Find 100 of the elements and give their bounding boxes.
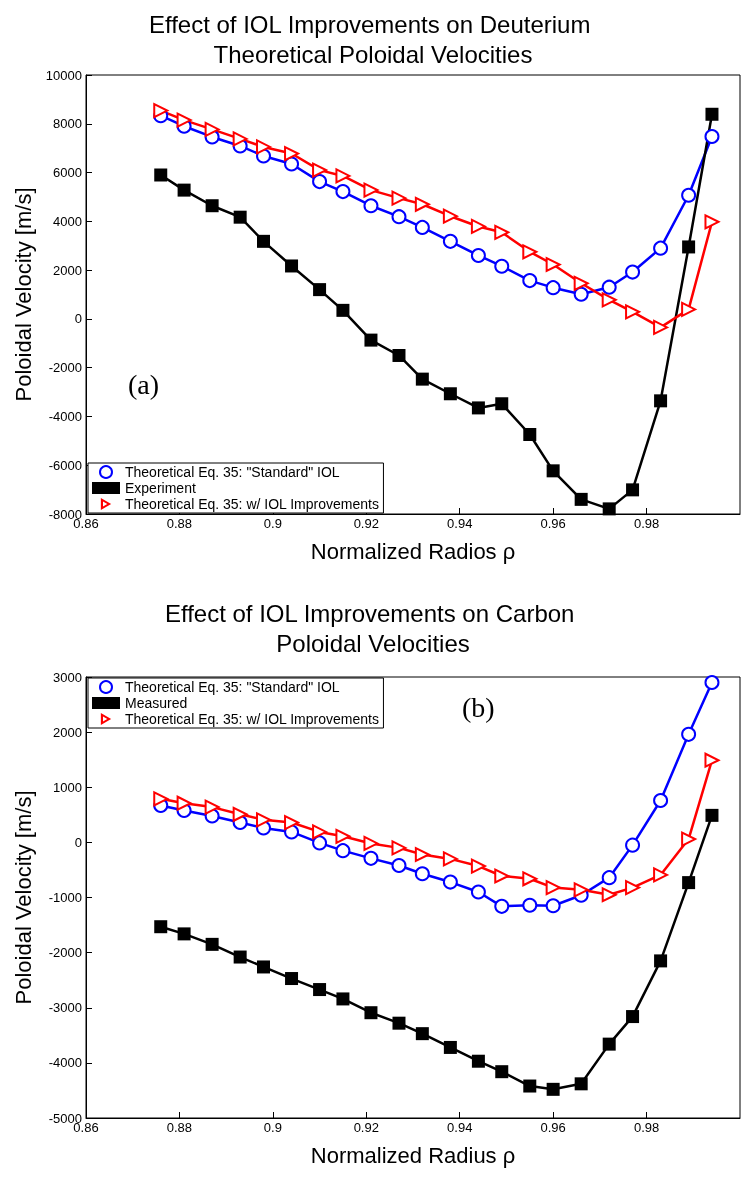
point [176,795,192,811]
point [154,920,168,934]
point [285,259,299,273]
point [573,286,589,302]
y-axis-title: Poloidal Velocity [m/s] [10,187,36,402]
legend-label: Theoretical Eq. 35: w/ IOL Improvements [125,496,379,512]
chart-title: Effect of IOL Improvements on Deuterium Theoretical Poloidal Velocities [148,10,598,68]
y-tick-label: -4000 [48,408,82,424]
y-tick-label: -2000 [48,360,82,376]
point [704,214,720,230]
point [204,799,220,815]
y-tick-label: 6000 [53,165,82,181]
point [233,210,247,224]
point [471,401,485,415]
x-tick-label: 0.92 [353,516,379,531]
point [546,1082,560,1096]
y-tick-label: 4000 [53,213,82,229]
point [704,675,720,691]
point [284,815,300,831]
point [546,464,560,478]
y-tick-label: 2000 [53,724,82,740]
point [625,304,641,320]
point [443,387,457,401]
legend-label: Theoretical Eq. 35: w/ IOL Improvements [125,711,379,727]
point [415,1027,429,1041]
point [471,1054,485,1068]
point [626,1010,640,1024]
point [335,184,351,200]
point [391,840,407,856]
point [573,275,589,291]
point [601,887,617,903]
point [573,882,589,898]
point [205,937,219,951]
point [545,898,561,914]
point [312,835,328,851]
point [470,858,486,874]
point [205,199,219,213]
point [364,1006,378,1020]
x-tick-label: 0.92 [353,1120,379,1135]
x-tick-label: 0.96 [540,516,566,531]
x-tick-label: 0.9 [263,1120,282,1135]
point [470,218,486,234]
point [470,247,486,263]
legend-label: Experiment [125,480,196,496]
point [681,301,697,317]
point [545,280,561,296]
point [545,880,561,896]
annotation: (a) [128,368,160,400]
point [601,279,617,295]
x-axis-title: Normalized Radius ρ [310,1142,516,1168]
y-tick-label: 0 [74,834,82,850]
y-tick-label: 1000 [53,779,82,795]
legend-label: Theoretical Eq. 35: "Standard" IOL [125,464,340,480]
point [494,868,510,884]
point [653,319,669,335]
x-tick-label: 0.96 [540,1120,566,1135]
point [177,183,191,197]
y-tick-label: 2000 [53,262,82,278]
point [522,244,538,260]
y-tick-label: -6000 [48,457,82,473]
point [601,292,617,308]
point [233,950,247,964]
point [523,427,537,441]
point [176,112,192,128]
chart-title: Effect of IOL Improvements on Carbon Poloidal Velocities [164,599,582,657]
point [653,792,669,808]
point [625,837,641,853]
point [681,831,697,847]
point [601,870,617,886]
point [495,1065,509,1079]
point [704,128,720,144]
point [625,264,641,280]
point [654,394,668,408]
point [545,257,561,272]
point [653,867,669,883]
point [363,835,379,851]
point [312,162,328,178]
point [363,850,379,866]
y-axis-title: Poloidal Velocity [m/s] [10,790,36,1005]
point [392,1016,406,1030]
point [442,874,458,890]
point [494,258,510,274]
legend-label: Theoretical Eq. 35: "Standard" IOL [125,679,340,695]
point [335,843,351,859]
x-axis-title: Normalized Radios ρ [310,538,516,564]
point [204,121,220,137]
y-tick-label: 3000 [53,669,82,685]
point [335,828,351,844]
point [602,502,616,516]
point [523,1079,537,1093]
point [177,927,191,941]
y-tick-label: -1000 [48,890,82,905]
point [153,791,169,807]
point [256,812,272,828]
y-tick-label: -3000 [48,1000,82,1016]
x-tick-label: 0.98 [633,1120,660,1135]
x-tick-label: 0.9 [263,516,282,531]
x-tick-label: 0.98 [633,516,660,531]
point [414,847,430,862]
point [232,131,248,147]
